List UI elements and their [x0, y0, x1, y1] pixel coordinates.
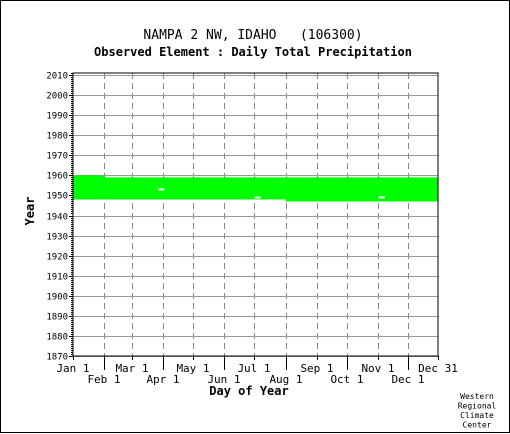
y-tick-label: 1950 — [46, 192, 68, 202]
vertical-gridlines — [104, 73, 409, 356]
data-coverage — [73, 175, 438, 202]
y-axis-ticks: 1870 1880 1890 1900 1910 1920 1930 1940 1950 1960… — [46, 72, 73, 363]
chart-title: NAMPA 2 NW, IDAHO (106300) — [143, 28, 362, 43]
coverage-block — [285, 177, 438, 202]
credit-line: Climate — [460, 411, 494, 420]
x-axis-label: Day of Year — [209, 384, 288, 398]
x-tick-label: Apr 1 — [146, 373, 179, 386]
x-tick-label: Mar 1 — [115, 362, 148, 375]
credit-line: Regional — [458, 402, 497, 411]
data-gaps — [158, 188, 385, 199]
x-tick-label: Dec 1 — [391, 373, 424, 386]
y-axis-label: Year — [23, 197, 37, 226]
y-tick-label: 1940 — [46, 213, 68, 223]
x-tick-label: Nov 1 — [361, 362, 394, 375]
y-tick-label: 1920 — [46, 253, 68, 263]
coverage-block — [254, 177, 286, 200]
missing-data-gap — [378, 196, 385, 199]
y-tick-label: 1900 — [46, 293, 68, 303]
y-tick-label: 1890 — [46, 313, 68, 323]
y-tick-label: 1880 — [46, 333, 68, 343]
y-tick-label: 1990 — [46, 112, 68, 122]
x-tick-label: Aug 1 — [269, 373, 302, 386]
x-tick-label: Oct 1 — [330, 373, 363, 386]
missing-data-gap — [158, 188, 165, 191]
chart-subtitle: Observed Element : Daily Total Precipita… — [94, 45, 412, 59]
y-tick-label: 2000 — [46, 92, 68, 102]
y-tick-label: 1970 — [46, 152, 68, 162]
x-tick-label: May 1 — [176, 362, 209, 375]
y-tick-label: 1930 — [46, 233, 68, 243]
missing-data-gap — [254, 196, 261, 199]
x-tick-label: Jul 1 — [237, 362, 270, 375]
y-tick-label: 1910 — [46, 273, 68, 283]
x-tick-label: Jun 1 — [207, 373, 240, 386]
x-tick-label: Sep 1 — [300, 362, 333, 375]
coverage-block — [73, 175, 105, 200]
x-tick-label: Jan 1 — [56, 362, 89, 375]
plot-border — [72, 72, 439, 357]
plot-area — [73, 73, 438, 356]
coverage-block — [104, 177, 255, 200]
x-tick-label: Dec 31 — [418, 362, 458, 375]
credit-line: Center — [463, 421, 492, 430]
y-tick-label: 1960 — [46, 172, 68, 182]
credit-line: Western — [460, 392, 494, 401]
x-tick-label: Feb 1 — [87, 373, 120, 386]
y-tick-label: 2010 — [46, 72, 68, 82]
y-tick-label: 1980 — [46, 132, 68, 142]
y-tick-label: 1870 — [46, 353, 68, 363]
